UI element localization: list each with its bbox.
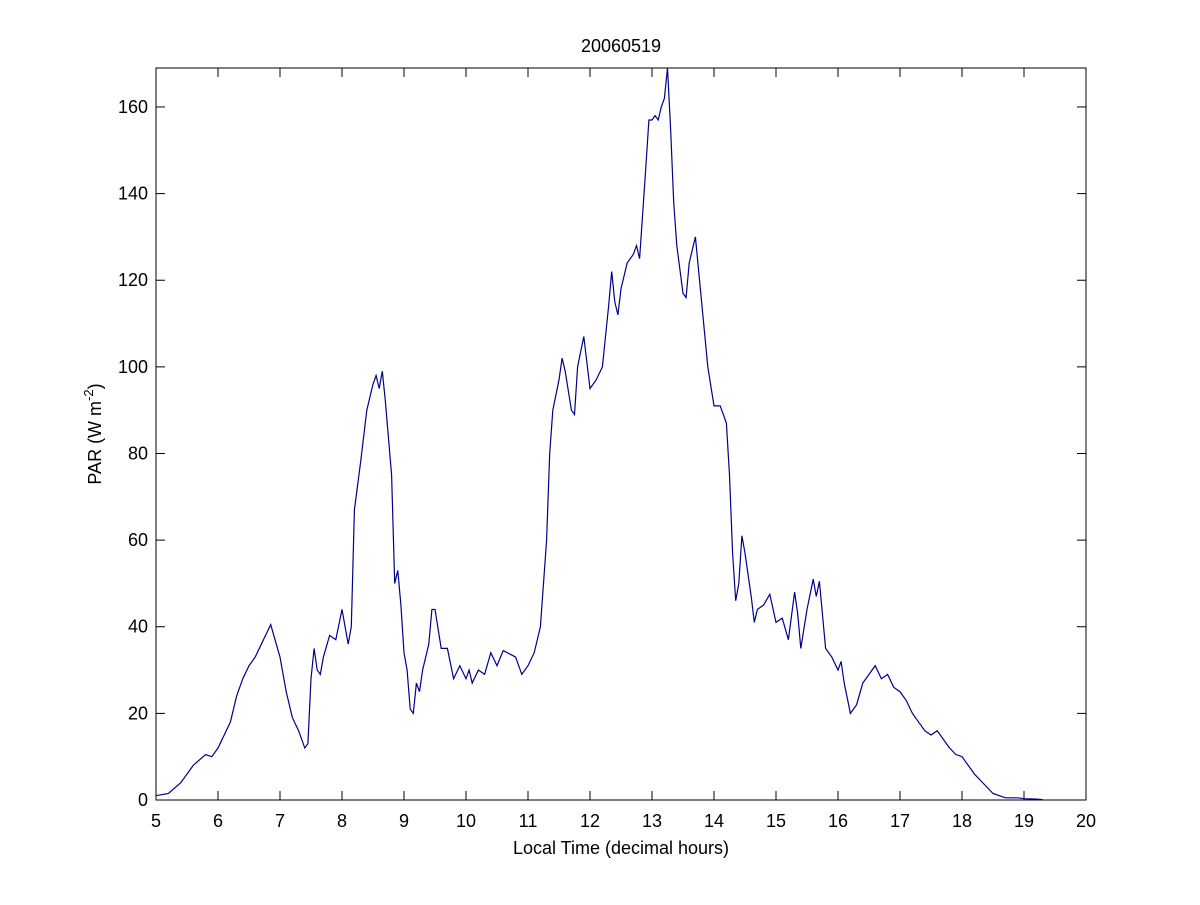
- x-tick-label: 15: [766, 811, 786, 831]
- data-line: [155, 67, 1043, 801]
- y-axis-label-part: PAR (W m: [85, 401, 105, 485]
- y-axis-label-sup: -2: [81, 389, 96, 401]
- y-tick-label: 80: [128, 443, 148, 463]
- y-tick-label: 160: [118, 97, 148, 117]
- x-tick-label: 10: [456, 811, 476, 831]
- x-tick-label: 11: [519, 811, 538, 831]
- y-tick-label: 120: [118, 270, 148, 290]
- chart-title: 20060519: [581, 36, 661, 56]
- x-tick-label: 12: [580, 811, 600, 831]
- x-axis-label: Local Time (decimal hours): [513, 838, 729, 858]
- x-tick-label: 13: [642, 811, 662, 831]
- x-tick-label: 18: [952, 811, 972, 831]
- x-tick-label: 5: [151, 811, 161, 831]
- x-tick-label: 20: [1076, 811, 1096, 831]
- x-tick-label: 6: [213, 811, 223, 831]
- y-axis-label: PAR (W m-2): [81, 383, 105, 484]
- x-tick-label: 17: [890, 811, 910, 831]
- x-tick-label: 19: [1014, 811, 1034, 831]
- y-axis-label-part: ): [85, 383, 105, 389]
- x-tick-label: 14: [704, 811, 724, 831]
- y-tick-label: 0: [138, 790, 148, 810]
- y-tick-label: 100: [118, 357, 148, 377]
- x-tick-label: 8: [337, 811, 347, 831]
- plot-area: [155, 67, 1087, 801]
- y-tick-label: 20: [128, 703, 148, 723]
- y-tick-label: 140: [118, 184, 148, 204]
- x-tick-label: 9: [399, 811, 409, 831]
- y-tick-label: 60: [128, 530, 148, 550]
- x-tick-label: 7: [275, 811, 285, 831]
- x-tick-label: 16: [828, 811, 848, 831]
- y-tick-label: 40: [128, 617, 148, 637]
